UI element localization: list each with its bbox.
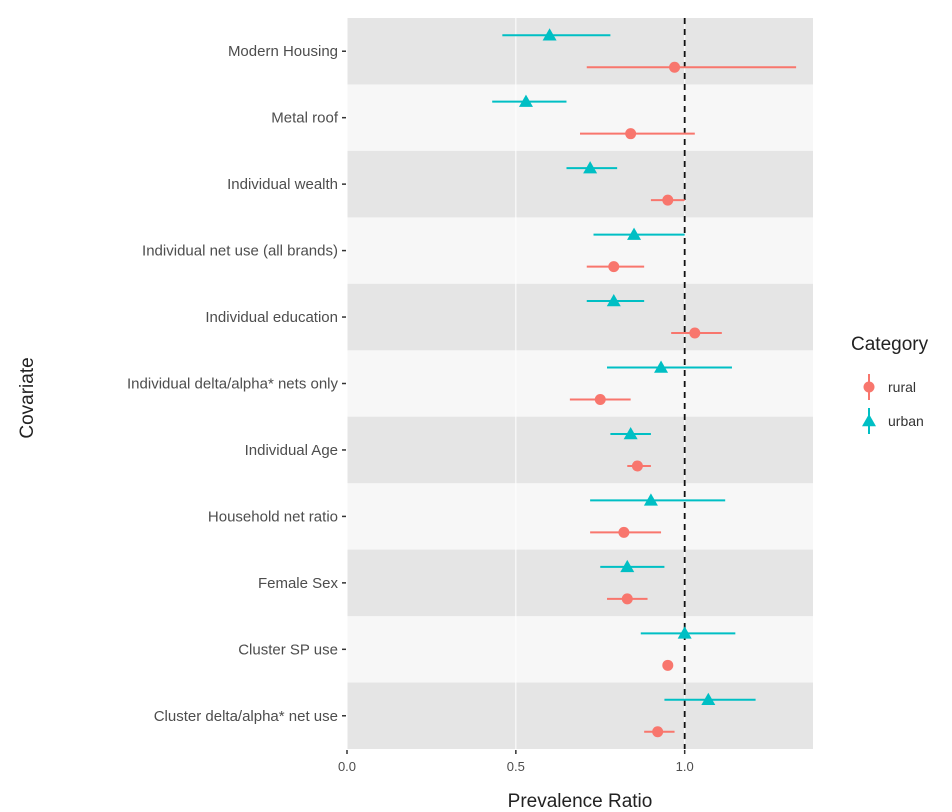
legend-title: Category xyxy=(851,334,929,355)
y-tick-label: Cluster delta/alpha* net use xyxy=(154,708,338,725)
legend-label-urban: urban xyxy=(888,413,924,429)
point-rural xyxy=(621,593,633,605)
x-tick-label: 1.0 xyxy=(676,759,694,774)
y-tick-label: Individual Age xyxy=(245,442,338,459)
point-urban xyxy=(623,426,638,440)
point-rural xyxy=(608,261,620,273)
band-shade xyxy=(347,283,813,351)
point-rural xyxy=(652,726,664,738)
series-rural xyxy=(569,61,797,738)
legend-item-urban: urban xyxy=(862,408,924,434)
x-axis-title: Prevalence Ratio xyxy=(508,791,653,812)
legend: Category rural urban xyxy=(851,334,929,434)
point-rural xyxy=(631,460,643,472)
point-urban xyxy=(627,227,642,240)
point-rural xyxy=(662,194,674,206)
band-shade xyxy=(347,416,813,484)
point-urban xyxy=(620,559,635,573)
data-series xyxy=(492,28,797,738)
y-axis: Modern Housing Metal roof Individual wealt… xyxy=(127,43,346,725)
point-urban xyxy=(654,360,669,373)
legend-key-urban xyxy=(862,414,876,427)
point-rural xyxy=(594,394,606,405)
point-urban xyxy=(606,294,621,307)
point-urban xyxy=(643,493,658,506)
y-tick-label: Individual net use (all brands) xyxy=(142,243,338,260)
y-tick-label: Metal roof xyxy=(271,110,339,127)
legend-items: rural urban xyxy=(862,374,924,434)
y-tick-label: Individual wealth xyxy=(227,176,338,193)
point-urban xyxy=(518,94,533,107)
point-rural xyxy=(662,659,674,671)
band-shade xyxy=(347,150,813,218)
panel-background xyxy=(347,18,813,749)
band-shade xyxy=(347,549,813,617)
y-tick-label: Female Sex xyxy=(258,575,339,592)
point-rural xyxy=(669,61,681,73)
y-tick-label: Household net ratio xyxy=(208,508,338,525)
y-tick-label: Individual education xyxy=(205,309,338,326)
y-tick-label: Cluster SP use xyxy=(238,641,338,658)
band-shade xyxy=(347,682,813,749)
x-tick-label: 0.5 xyxy=(507,759,525,774)
legend-key-rural xyxy=(863,381,875,393)
series-urban xyxy=(492,28,756,706)
x-tick-label: 0.0 xyxy=(338,759,356,774)
point-urban xyxy=(583,161,598,174)
band-shade xyxy=(347,18,813,85)
point-urban xyxy=(701,692,716,706)
point-rural xyxy=(689,327,701,339)
y-tick-label: Individual delta/alpha* nets only xyxy=(127,376,338,393)
plot-panel xyxy=(347,18,813,749)
y-tick-label: Modern Housing xyxy=(228,43,338,60)
point-urban xyxy=(542,28,557,41)
point-rural xyxy=(618,526,630,538)
x-axis: 0.0 0.5 1.0 xyxy=(338,750,694,774)
point-rural xyxy=(625,128,637,140)
point-urban xyxy=(677,626,692,639)
y-axis-title: Covariate xyxy=(17,357,38,438)
legend-label-rural: rural xyxy=(888,379,916,395)
legend-item-rural: rural xyxy=(863,374,916,400)
